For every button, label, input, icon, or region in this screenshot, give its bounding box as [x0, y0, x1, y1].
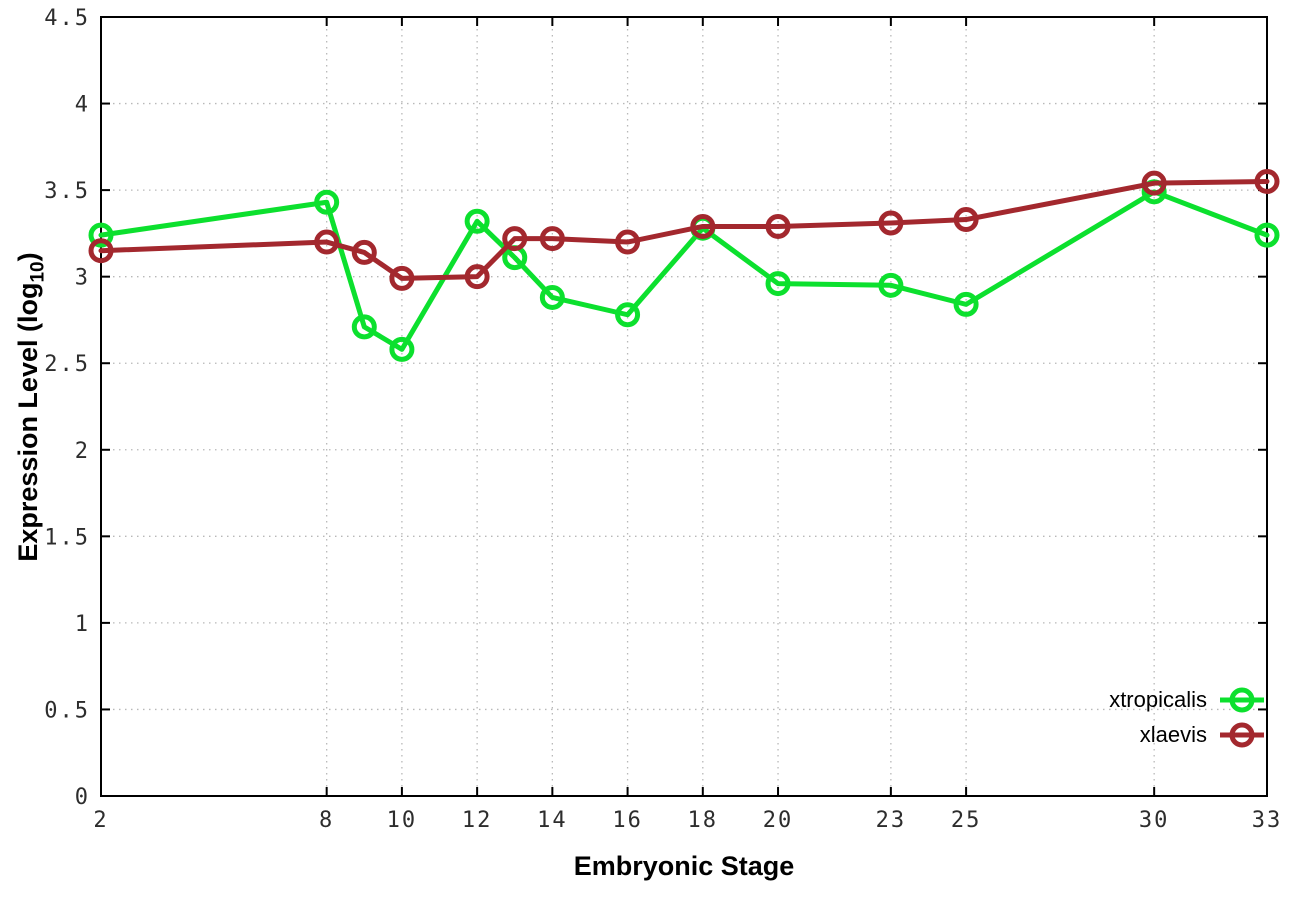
x-tick-label: 23: [876, 808, 907, 833]
x-tick-label: 18: [688, 808, 719, 833]
data-point-xlaevis: [88, 238, 114, 264]
data-point-xlaevis: [690, 213, 716, 239]
data-point-xlaevis: [615, 229, 641, 255]
y-axis-title: Expression Level (log10): [13, 187, 49, 627]
data-point-xlaevis: [878, 210, 904, 236]
x-tick-label: 14: [537, 808, 568, 833]
y-tick-label: 2.5: [44, 352, 90, 377]
data-point-xtropicalis: [314, 189, 340, 215]
data-point-xtropicalis: [351, 314, 377, 340]
x-tick-label: 10: [387, 808, 418, 833]
y-tick-label: 1.5: [44, 525, 90, 550]
legend-item-xtropicalis: xtropicalis: [1109, 683, 1266, 716]
series-line-xtropicalis: [98, 189, 1270, 352]
x-tick-label: 16: [612, 808, 643, 833]
y-axis-title-suffix: ): [13, 252, 43, 262]
data-point-xtropicalis: [878, 272, 904, 298]
data-point-xtropicalis: [539, 284, 565, 310]
x-tick-label: 2: [93, 808, 108, 833]
y-tick-label: 1: [75, 612, 90, 637]
legend-label-xlaevis: xlaevis: [1139, 721, 1207, 747]
x-tick-label: 33: [1252, 808, 1283, 833]
plot-border: [100, 16, 1268, 797]
y-tick-label: 3.5: [44, 179, 90, 204]
data-point-xlaevis: [389, 265, 415, 291]
data-point-xtropicalis: [765, 271, 791, 297]
legend-line-marker-icon: [1220, 722, 1264, 747]
data-point-xlaevis: [1254, 168, 1280, 194]
data-point-xlaevis: [464, 264, 490, 290]
legend-item-xlaevis: xlaevis: [1140, 718, 1266, 751]
y-tick-label: 4.5: [44, 6, 90, 31]
data-point-xlaevis: [1141, 170, 1167, 196]
data-point-xtropicalis: [464, 208, 490, 234]
y-axis-title-subscript: 10: [27, 261, 49, 283]
data-point-xtropicalis: [615, 302, 641, 328]
y-axis-title-text: Expression Level (log: [13, 282, 43, 562]
data-point-xlaevis: [539, 226, 565, 252]
y-tick-label: 4: [75, 93, 90, 118]
data-point-xlaevis: [953, 207, 979, 233]
data-point-xtropicalis: [1254, 222, 1280, 248]
legend-label-xtropicalis: xtropicalis: [1109, 686, 1207, 712]
x-tick-label: 20: [763, 808, 794, 833]
data-point-xtropicalis: [88, 222, 114, 248]
data-point-xlaevis: [765, 213, 791, 239]
x-tick-label: 12: [462, 808, 493, 833]
data-point-xlaevis: [502, 226, 528, 252]
data-point-xlaevis: [351, 239, 377, 265]
x-tick-label: 25: [951, 808, 982, 833]
y-tick-label: 3: [75, 266, 90, 291]
legend: xtropicalis xlaevis: [1109, 683, 1266, 751]
y-tick-label: 0: [75, 785, 90, 810]
data-point-xtropicalis: [953, 291, 979, 317]
legend-line-marker-icon: [1220, 687, 1264, 712]
x-axis-title: Embryonic Stage: [573, 851, 795, 881]
x-tick-label: 8: [319, 808, 334, 833]
y-tick-label: 0.5: [44, 698, 90, 723]
data-point-xlaevis: [314, 229, 340, 255]
y-tick-label: 2: [75, 439, 90, 464]
x-tick-label: 30: [1139, 808, 1170, 833]
data-point-xtropicalis: [389, 336, 415, 362]
